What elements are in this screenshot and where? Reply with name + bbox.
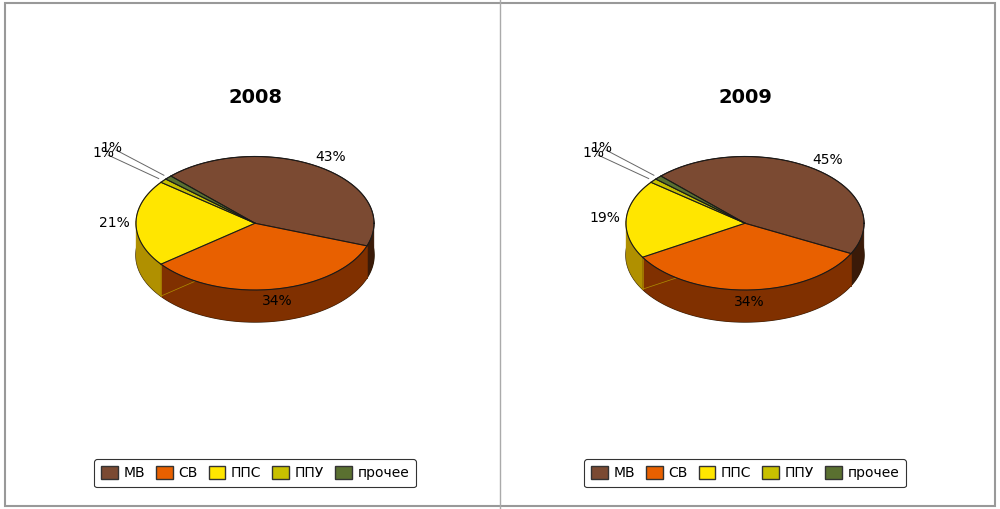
Text: 34%: 34% xyxy=(734,295,765,309)
Polygon shape xyxy=(136,188,374,322)
Text: 1%: 1% xyxy=(583,146,605,160)
Polygon shape xyxy=(851,220,864,286)
Legend: МВ, СВ, ППС, ППУ, прочее: МВ, СВ, ППС, ППУ, прочее xyxy=(584,460,906,487)
Title: 2008: 2008 xyxy=(228,88,282,107)
Text: 43%: 43% xyxy=(315,150,346,164)
Polygon shape xyxy=(651,179,745,223)
Text: 34%: 34% xyxy=(262,294,292,308)
Polygon shape xyxy=(626,182,745,257)
Polygon shape xyxy=(643,253,851,322)
Text: 1%: 1% xyxy=(93,146,115,160)
Text: 45%: 45% xyxy=(812,153,843,166)
Polygon shape xyxy=(171,156,374,246)
Polygon shape xyxy=(626,188,864,322)
Polygon shape xyxy=(161,246,367,322)
Polygon shape xyxy=(136,221,161,296)
Polygon shape xyxy=(161,223,367,290)
Legend: МВ, СВ, ППС, ППУ, прочее: МВ, СВ, ППС, ППУ, прочее xyxy=(94,460,416,487)
Polygon shape xyxy=(643,223,851,290)
Polygon shape xyxy=(656,176,745,223)
Polygon shape xyxy=(166,176,255,223)
Polygon shape xyxy=(367,221,374,278)
Text: 19%: 19% xyxy=(589,211,620,225)
Title: 2009: 2009 xyxy=(718,88,772,107)
Polygon shape xyxy=(161,179,255,223)
Text: 1%: 1% xyxy=(101,141,123,155)
Text: 21%: 21% xyxy=(99,216,130,230)
Text: 1%: 1% xyxy=(591,141,613,155)
Polygon shape xyxy=(626,221,643,289)
Polygon shape xyxy=(661,156,864,253)
Polygon shape xyxy=(136,182,255,264)
